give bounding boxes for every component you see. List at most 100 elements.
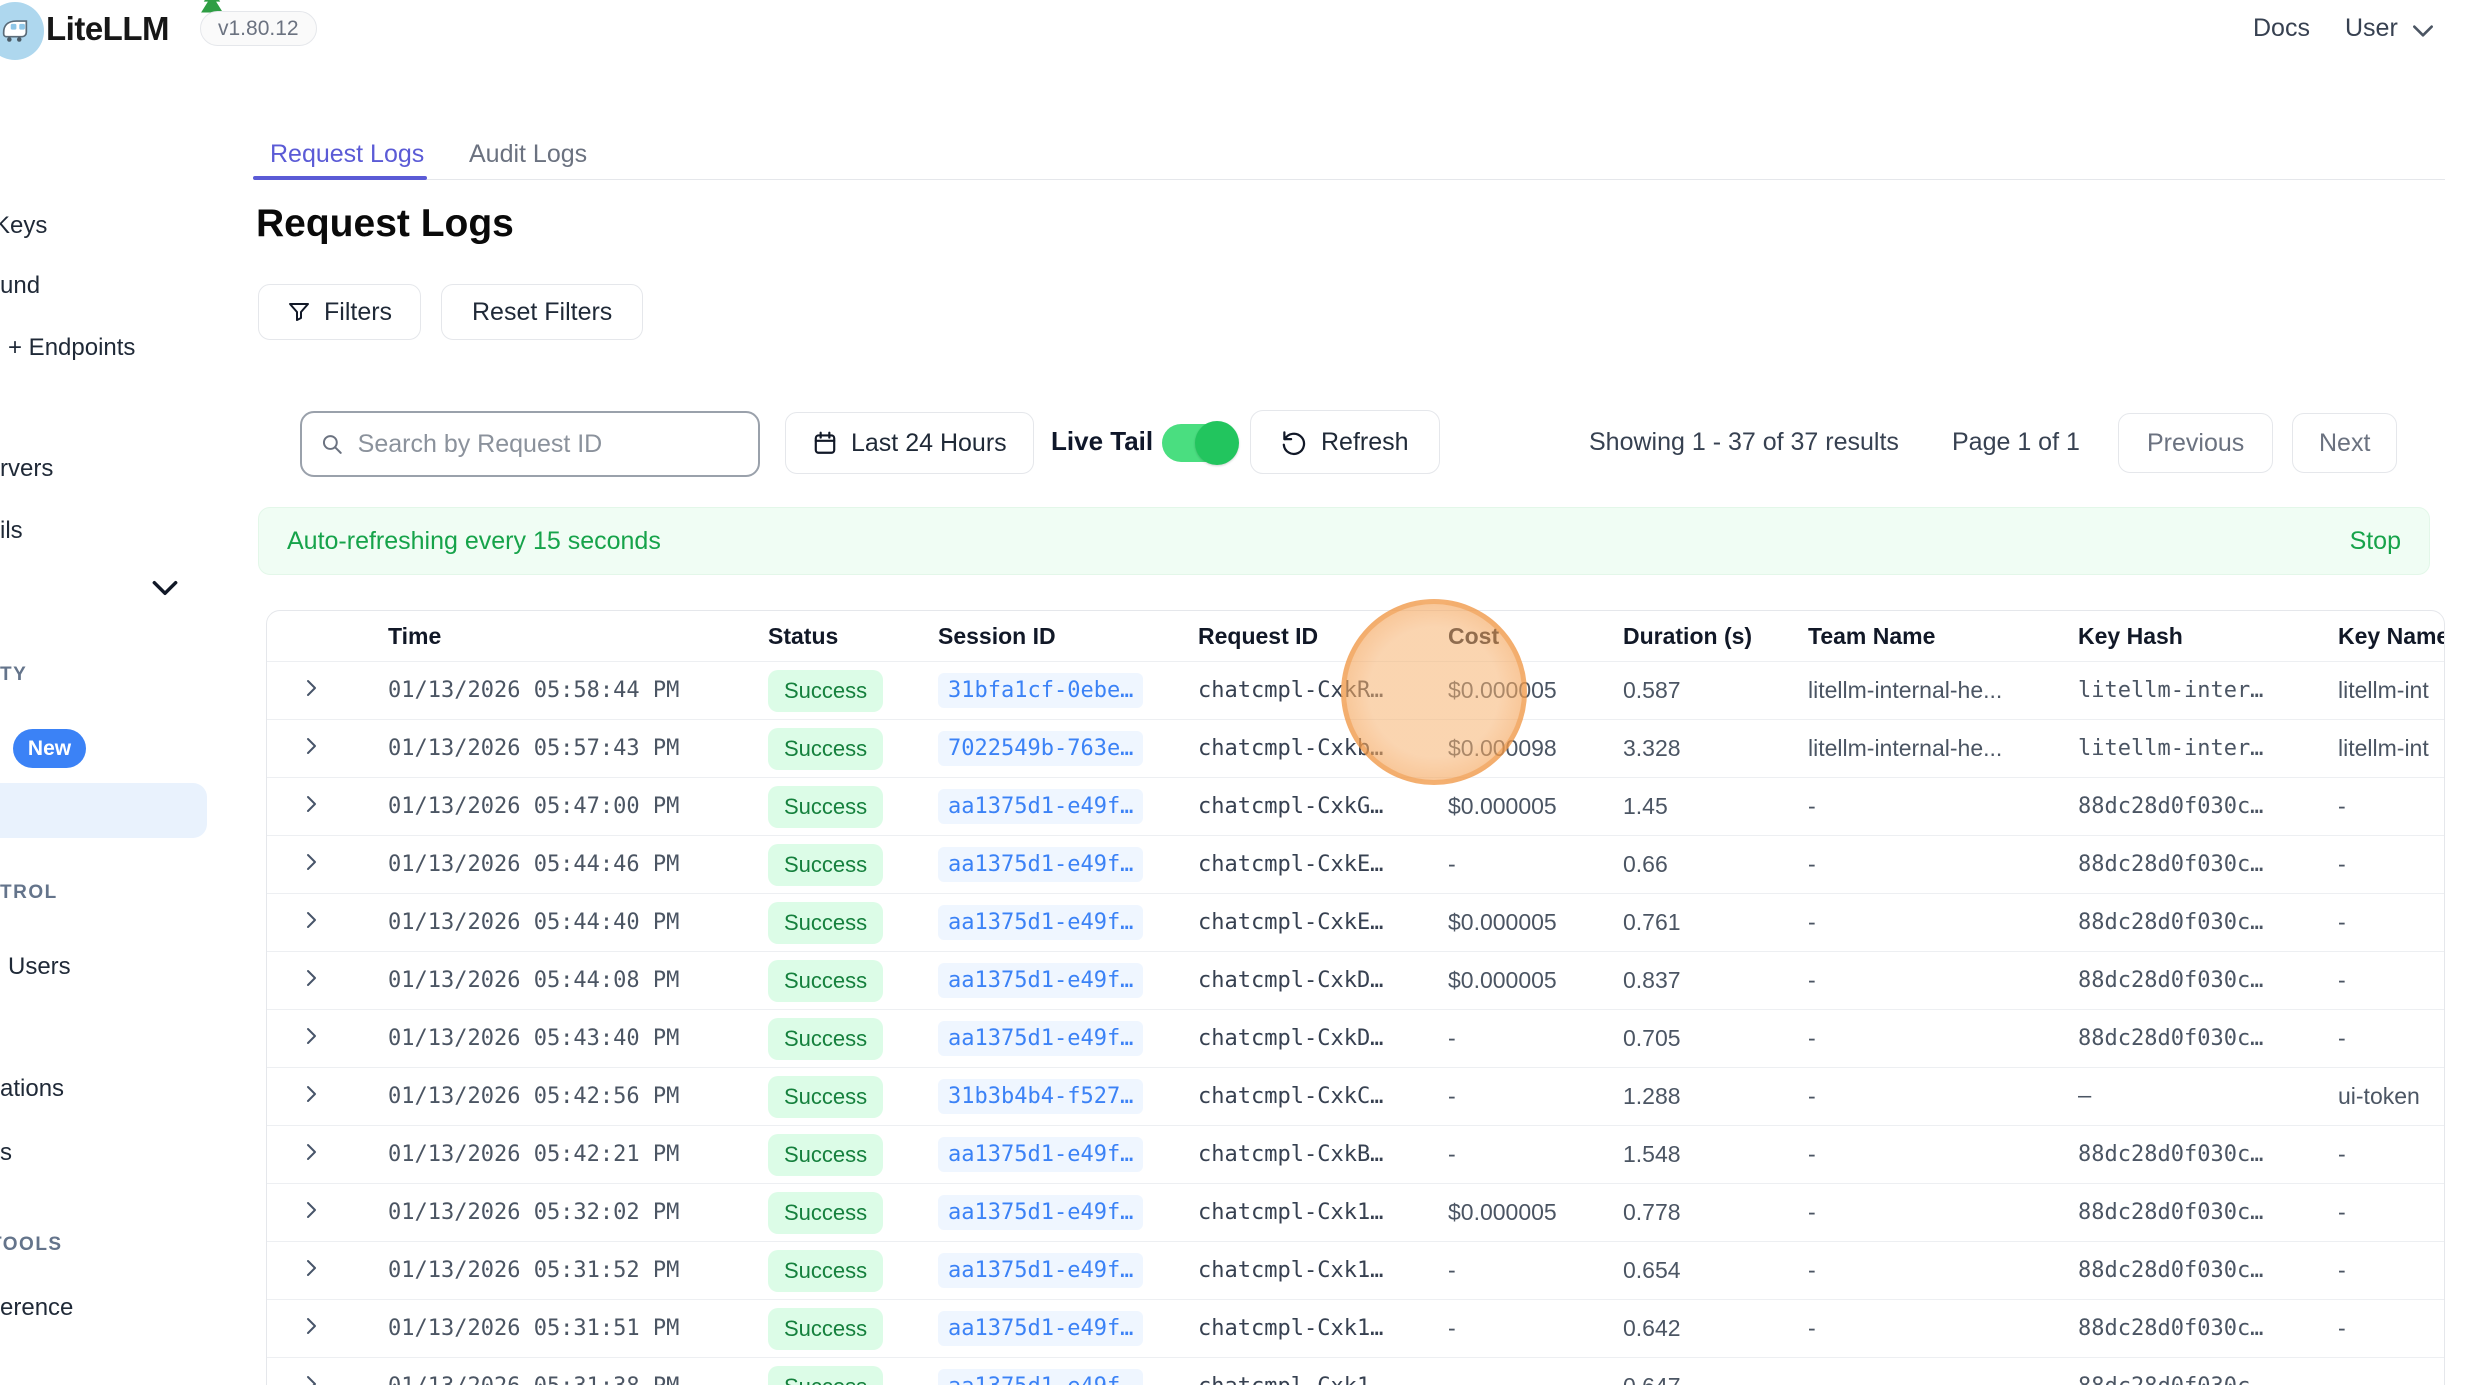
session-id-link[interactable]: aa1375d1-e49f… xyxy=(938,789,1144,824)
table-row[interactable]: 01/13/2026 05:44:08 PM Success aa1375d1-… xyxy=(267,951,2444,1009)
expand-chevron-icon[interactable] xyxy=(267,792,361,821)
cell-cost: - xyxy=(1421,1373,1596,1385)
refresh-icon xyxy=(1282,430,1306,455)
sidebar-item-inference[interactable]: erence xyxy=(0,1294,74,1321)
expand-chevron-icon[interactable] xyxy=(267,1314,361,1343)
cell-cost: - xyxy=(1448,851,1456,877)
expand-chevron-icon[interactable] xyxy=(267,676,361,705)
cell-request-id: chatcmpl-Cxk1… xyxy=(1198,1200,1384,1225)
cell-cost: $0.000005 xyxy=(1448,793,1557,819)
previous-page-button[interactable]: Previous xyxy=(2118,413,2274,473)
session-id-link[interactable]: aa1375d1-e49f… xyxy=(938,1195,1144,1230)
cell-request-id: chatcmpl-CxkD… xyxy=(1198,968,1384,993)
session-id-link[interactable]: aa1375d1-e49f… xyxy=(938,1311,1144,1346)
cell-status: Success xyxy=(741,1133,911,1176)
table-row[interactable]: 01/13/2026 05:32:02 PM Success aa1375d1-… xyxy=(267,1183,2444,1241)
tab-audit-logs[interactable]: Audit Logs xyxy=(469,140,588,168)
tab-request-logs[interactable]: Request Logs xyxy=(270,140,425,168)
user-menu[interactable]: User xyxy=(2345,14,2398,42)
expand-chevron-icon[interactable] xyxy=(267,850,361,879)
search-request-id[interactable] xyxy=(300,411,760,477)
table-row[interactable]: 01/13/2026 05:31:52 PM Success aa1375d1-… xyxy=(267,1241,2444,1299)
table-row[interactable]: 01/13/2026 05:42:21 PM Success aa1375d1-… xyxy=(267,1125,2444,1183)
session-id-link[interactable]: aa1375d1-e49f… xyxy=(938,1253,1144,1288)
session-id-link[interactable]: aa1375d1-e49f… xyxy=(938,1021,1144,1056)
sidebar-item-logs-active[interactable] xyxy=(0,783,207,838)
table-row[interactable]: 01/13/2026 05:42:56 PM Success 31b3b4b4-… xyxy=(267,1067,2444,1125)
session-id-link[interactable]: aa1375d1-e49f… xyxy=(938,905,1144,940)
cell-team-name: litellm-internal-he... xyxy=(1808,735,2003,761)
filters-button[interactable]: Filters xyxy=(258,284,422,340)
session-id-link[interactable]: aa1375d1-e49f… xyxy=(938,1137,1144,1172)
expand-chevron-icon[interactable] xyxy=(267,908,361,937)
search-icon xyxy=(322,435,342,454)
cell-key-name: - xyxy=(2311,1373,2444,1385)
cell-key-hash: litellm-inter… xyxy=(2078,678,2264,703)
table-row[interactable]: 01/13/2026 05:44:46 PM Success aa1375d1-… xyxy=(267,835,2444,893)
expand-chevron-icon[interactable] xyxy=(267,734,361,763)
table-row[interactable]: 01/13/2026 05:44:40 PM Success aa1375d1-… xyxy=(267,893,2444,951)
sidebar-item-playground[interactable]: und xyxy=(0,272,41,299)
session-id-link[interactable]: 31bfa1cf-0ebe… xyxy=(938,673,1144,708)
cell-key-hash: 88dc28d0f030c… xyxy=(2078,794,2264,819)
time-range-label: Last 24 Hours xyxy=(851,428,1007,457)
session-id-link[interactable]: 31b3b4b4-f527… xyxy=(938,1079,1144,1114)
session-id-link[interactable]: aa1375d1-e49f… xyxy=(938,963,1144,998)
sidebar-item-internal-users[interactable]: Users xyxy=(8,953,71,980)
table-row[interactable]: 01/13/2026 05:31:38 PM Success aa1375d1-… xyxy=(267,1357,2444,1385)
status-badge: Success xyxy=(768,1191,884,1234)
status-badge: Success xyxy=(768,1133,884,1176)
sidebar-collapse-chevron-icon[interactable] xyxy=(149,577,181,604)
cell-time: 01/13/2026 05:43:40 PM xyxy=(388,1026,680,1051)
live-tail-toggle[interactable] xyxy=(1162,421,1239,465)
stop-auto-refresh-button[interactable]: Stop xyxy=(2349,526,2401,555)
cell-key-name: - xyxy=(2338,793,2346,819)
docs-link[interactable]: Docs xyxy=(2253,14,2310,42)
new-badge: New xyxy=(13,729,86,768)
cell-cost: $0.000005 xyxy=(1448,677,1557,703)
session-id-link[interactable]: 7022549b-763e… xyxy=(938,731,1144,766)
sidebar-item-teams[interactable]: s xyxy=(0,1139,12,1166)
sidebar-item-guardrails[interactable]: ils xyxy=(0,517,23,544)
cell-key-name: - xyxy=(2338,1199,2346,1225)
cell-time: 01/13/2026 05:42:56 PM xyxy=(388,1084,680,1109)
cell-status: Success xyxy=(741,1365,911,1385)
cell-team-name: - xyxy=(1808,909,1816,935)
table-row[interactable]: 01/13/2026 05:43:40 PM Success aa1375d1-… xyxy=(267,1009,2444,1067)
sidebar-item-keys[interactable]: Keys xyxy=(0,212,48,239)
results-count: Showing 1 - 37 of 37 results xyxy=(1589,428,1899,456)
cell-session-id: aa1375d1-e49f… xyxy=(911,1311,1171,1346)
status-badge: Success xyxy=(768,669,884,712)
search-input[interactable] xyxy=(357,429,740,459)
cell-time: 01/13/2026 05:31:52 PM xyxy=(388,1258,680,1283)
table-row[interactable]: 01/13/2026 05:57:43 PM Success 7022549b-… xyxy=(267,719,2444,777)
cell-key-hash: 88dc28d0f030c… xyxy=(2051,1374,2311,1385)
table-row[interactable]: 01/13/2026 05:47:00 PM Success aa1375d1-… xyxy=(267,777,2444,835)
reset-filters-button[interactable]: Reset Filters xyxy=(441,284,644,340)
expand-chevron-icon[interactable] xyxy=(267,1198,361,1227)
expand-chevron-icon[interactable] xyxy=(267,966,361,995)
next-page-button[interactable]: Next xyxy=(2292,413,2398,473)
expand-chevron-icon[interactable] xyxy=(267,1024,361,1053)
cell-key-name: - xyxy=(2338,1025,2346,1051)
sidebar-item-servers[interactable]: rvers xyxy=(0,455,54,482)
table-row[interactable]: 01/13/2026 05:58:44 PM Success 31bfa1cf-… xyxy=(267,661,2444,719)
session-id-link[interactable]: aa1375d1-e49f… xyxy=(938,1369,1144,1385)
cell-time: 01/13/2026 05:58:44 PM xyxy=(388,678,680,703)
chevron-down-icon[interactable] xyxy=(2410,22,2436,45)
cell-key-hash: 88dc28d0f030c… xyxy=(2078,1026,2264,1051)
session-id-link[interactable]: aa1375d1-e49f… xyxy=(938,847,1144,882)
expand-chevron-icon[interactable] xyxy=(267,1082,361,1111)
col-team-name: Team Name xyxy=(1808,622,1936,649)
expand-chevron-icon[interactable] xyxy=(267,1372,361,1385)
expand-chevron-icon[interactable] xyxy=(267,1140,361,1169)
table-row[interactable]: 01/13/2026 05:31:51 PM Success aa1375d1-… xyxy=(267,1299,2444,1357)
expand-chevron-icon[interactable] xyxy=(267,1256,361,1285)
cell-time: 01/13/2026 05:31:38 PM xyxy=(361,1374,741,1385)
refresh-label: Refresh xyxy=(1321,427,1409,456)
sidebar-item-organizations[interactable]: ations xyxy=(0,1075,65,1102)
time-range-button[interactable]: Last 24 Hours xyxy=(785,412,1034,474)
refresh-button[interactable]: Refresh xyxy=(1250,410,1440,474)
cell-session-id: aa1375d1-e49f… xyxy=(911,1253,1171,1288)
sidebar-item-models-endpoints[interactable]: + Endpoints xyxy=(8,334,136,361)
